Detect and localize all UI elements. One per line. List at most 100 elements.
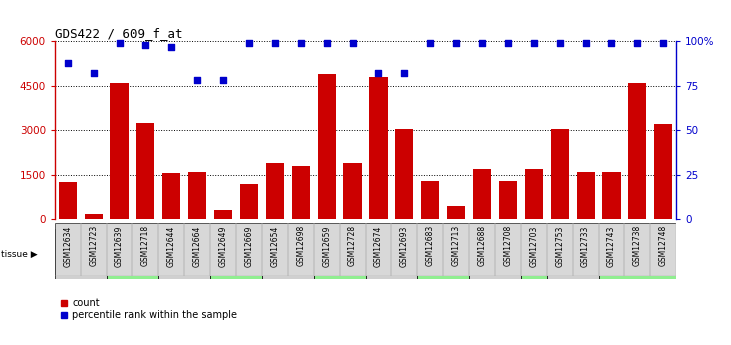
Bar <box>262 223 288 276</box>
Text: GSM12743: GSM12743 <box>607 225 616 267</box>
Bar <box>314 229 366 279</box>
Point <box>605 40 617 46</box>
Bar <box>624 223 651 276</box>
Text: lung: lung <box>279 250 297 259</box>
Bar <box>577 172 594 219</box>
Text: GSM12634: GSM12634 <box>64 225 72 267</box>
Point <box>580 40 591 46</box>
Text: GSM12708: GSM12708 <box>504 225 512 266</box>
Bar <box>262 229 314 279</box>
Text: GSM12738: GSM12738 <box>633 225 642 266</box>
Text: GSM12703: GSM12703 <box>529 225 538 267</box>
Bar <box>159 223 184 276</box>
Bar <box>421 180 439 219</box>
Bar <box>132 223 159 276</box>
Bar <box>628 83 646 219</box>
Point <box>657 40 669 46</box>
Bar <box>366 229 417 279</box>
Bar <box>654 124 673 219</box>
Text: skeletal
muscle: skeletal muscle <box>375 245 408 264</box>
Point <box>450 40 462 46</box>
Text: GSM12698: GSM12698 <box>296 225 306 266</box>
Bar <box>391 223 417 276</box>
Text: GSM12649: GSM12649 <box>219 225 227 267</box>
Text: spinal cord: spinal cord <box>511 250 557 259</box>
Bar <box>417 223 443 276</box>
Point <box>528 40 539 46</box>
Text: GDS422 / 609_f_at: GDS422 / 609_f_at <box>55 27 182 40</box>
Bar <box>369 77 387 219</box>
Point <box>62 60 74 66</box>
Bar <box>469 223 495 276</box>
Bar <box>137 123 154 219</box>
Bar <box>107 223 132 276</box>
Point <box>502 40 514 46</box>
Text: spleen: spleen <box>222 250 250 259</box>
Bar <box>521 229 547 279</box>
Text: bone
marrow: bone marrow <box>65 245 96 264</box>
Point <box>398 71 410 76</box>
Bar <box>417 229 469 279</box>
Text: GSM12748: GSM12748 <box>659 225 667 266</box>
Point <box>243 40 255 46</box>
Bar <box>80 223 107 276</box>
Bar <box>599 223 624 276</box>
Point <box>217 78 229 83</box>
Bar <box>317 74 336 219</box>
Point <box>373 71 385 76</box>
Bar <box>525 169 543 219</box>
Point <box>140 42 151 48</box>
Point <box>269 40 281 46</box>
Point <box>192 78 203 83</box>
Bar <box>314 223 340 276</box>
Point <box>165 44 177 49</box>
Text: GSM12688: GSM12688 <box>477 225 487 266</box>
Bar <box>447 206 465 219</box>
Text: GSM12683: GSM12683 <box>425 225 435 266</box>
Text: kidney: kidney <box>325 250 354 259</box>
Text: GSM12728: GSM12728 <box>348 225 357 266</box>
Text: GSM12639: GSM12639 <box>115 225 124 267</box>
Point <box>632 40 643 46</box>
Point <box>476 40 488 46</box>
Text: liver: liver <box>124 250 142 259</box>
Bar <box>547 223 572 276</box>
Bar <box>495 223 520 276</box>
Text: GSM12674: GSM12674 <box>374 225 383 267</box>
Legend: count, percentile rank within the sample: count, percentile rank within the sample <box>60 298 238 320</box>
Bar <box>236 223 262 276</box>
Bar <box>55 223 80 276</box>
Bar <box>85 214 103 219</box>
Bar <box>366 223 391 276</box>
Text: GSM12733: GSM12733 <box>581 225 590 267</box>
Bar <box>214 210 232 219</box>
Bar <box>344 163 362 219</box>
Text: thymus: thymus <box>428 250 459 259</box>
Text: GSM12718: GSM12718 <box>141 225 150 266</box>
Point <box>295 40 306 46</box>
Bar <box>469 229 520 279</box>
Bar <box>550 129 569 219</box>
Text: GSM12664: GSM12664 <box>193 225 202 267</box>
Bar <box>602 172 621 219</box>
Point <box>346 40 358 46</box>
Text: pancreas: pancreas <box>618 250 656 259</box>
Text: GSM12723: GSM12723 <box>89 225 98 266</box>
Bar <box>288 223 314 276</box>
Point <box>88 71 99 76</box>
Bar <box>340 223 366 276</box>
Text: tissue ▶: tissue ▶ <box>1 250 37 259</box>
Text: heart: heart <box>173 250 195 259</box>
Point <box>114 40 126 46</box>
Bar <box>473 169 491 219</box>
Point <box>554 40 566 46</box>
Text: GSM12659: GSM12659 <box>322 225 331 267</box>
Text: GSM12669: GSM12669 <box>244 225 254 267</box>
Bar <box>55 229 107 279</box>
Bar <box>651 223 676 276</box>
Bar <box>395 129 414 219</box>
Bar <box>266 163 284 219</box>
Bar <box>499 180 517 219</box>
Point <box>425 40 436 46</box>
Bar <box>547 229 599 279</box>
